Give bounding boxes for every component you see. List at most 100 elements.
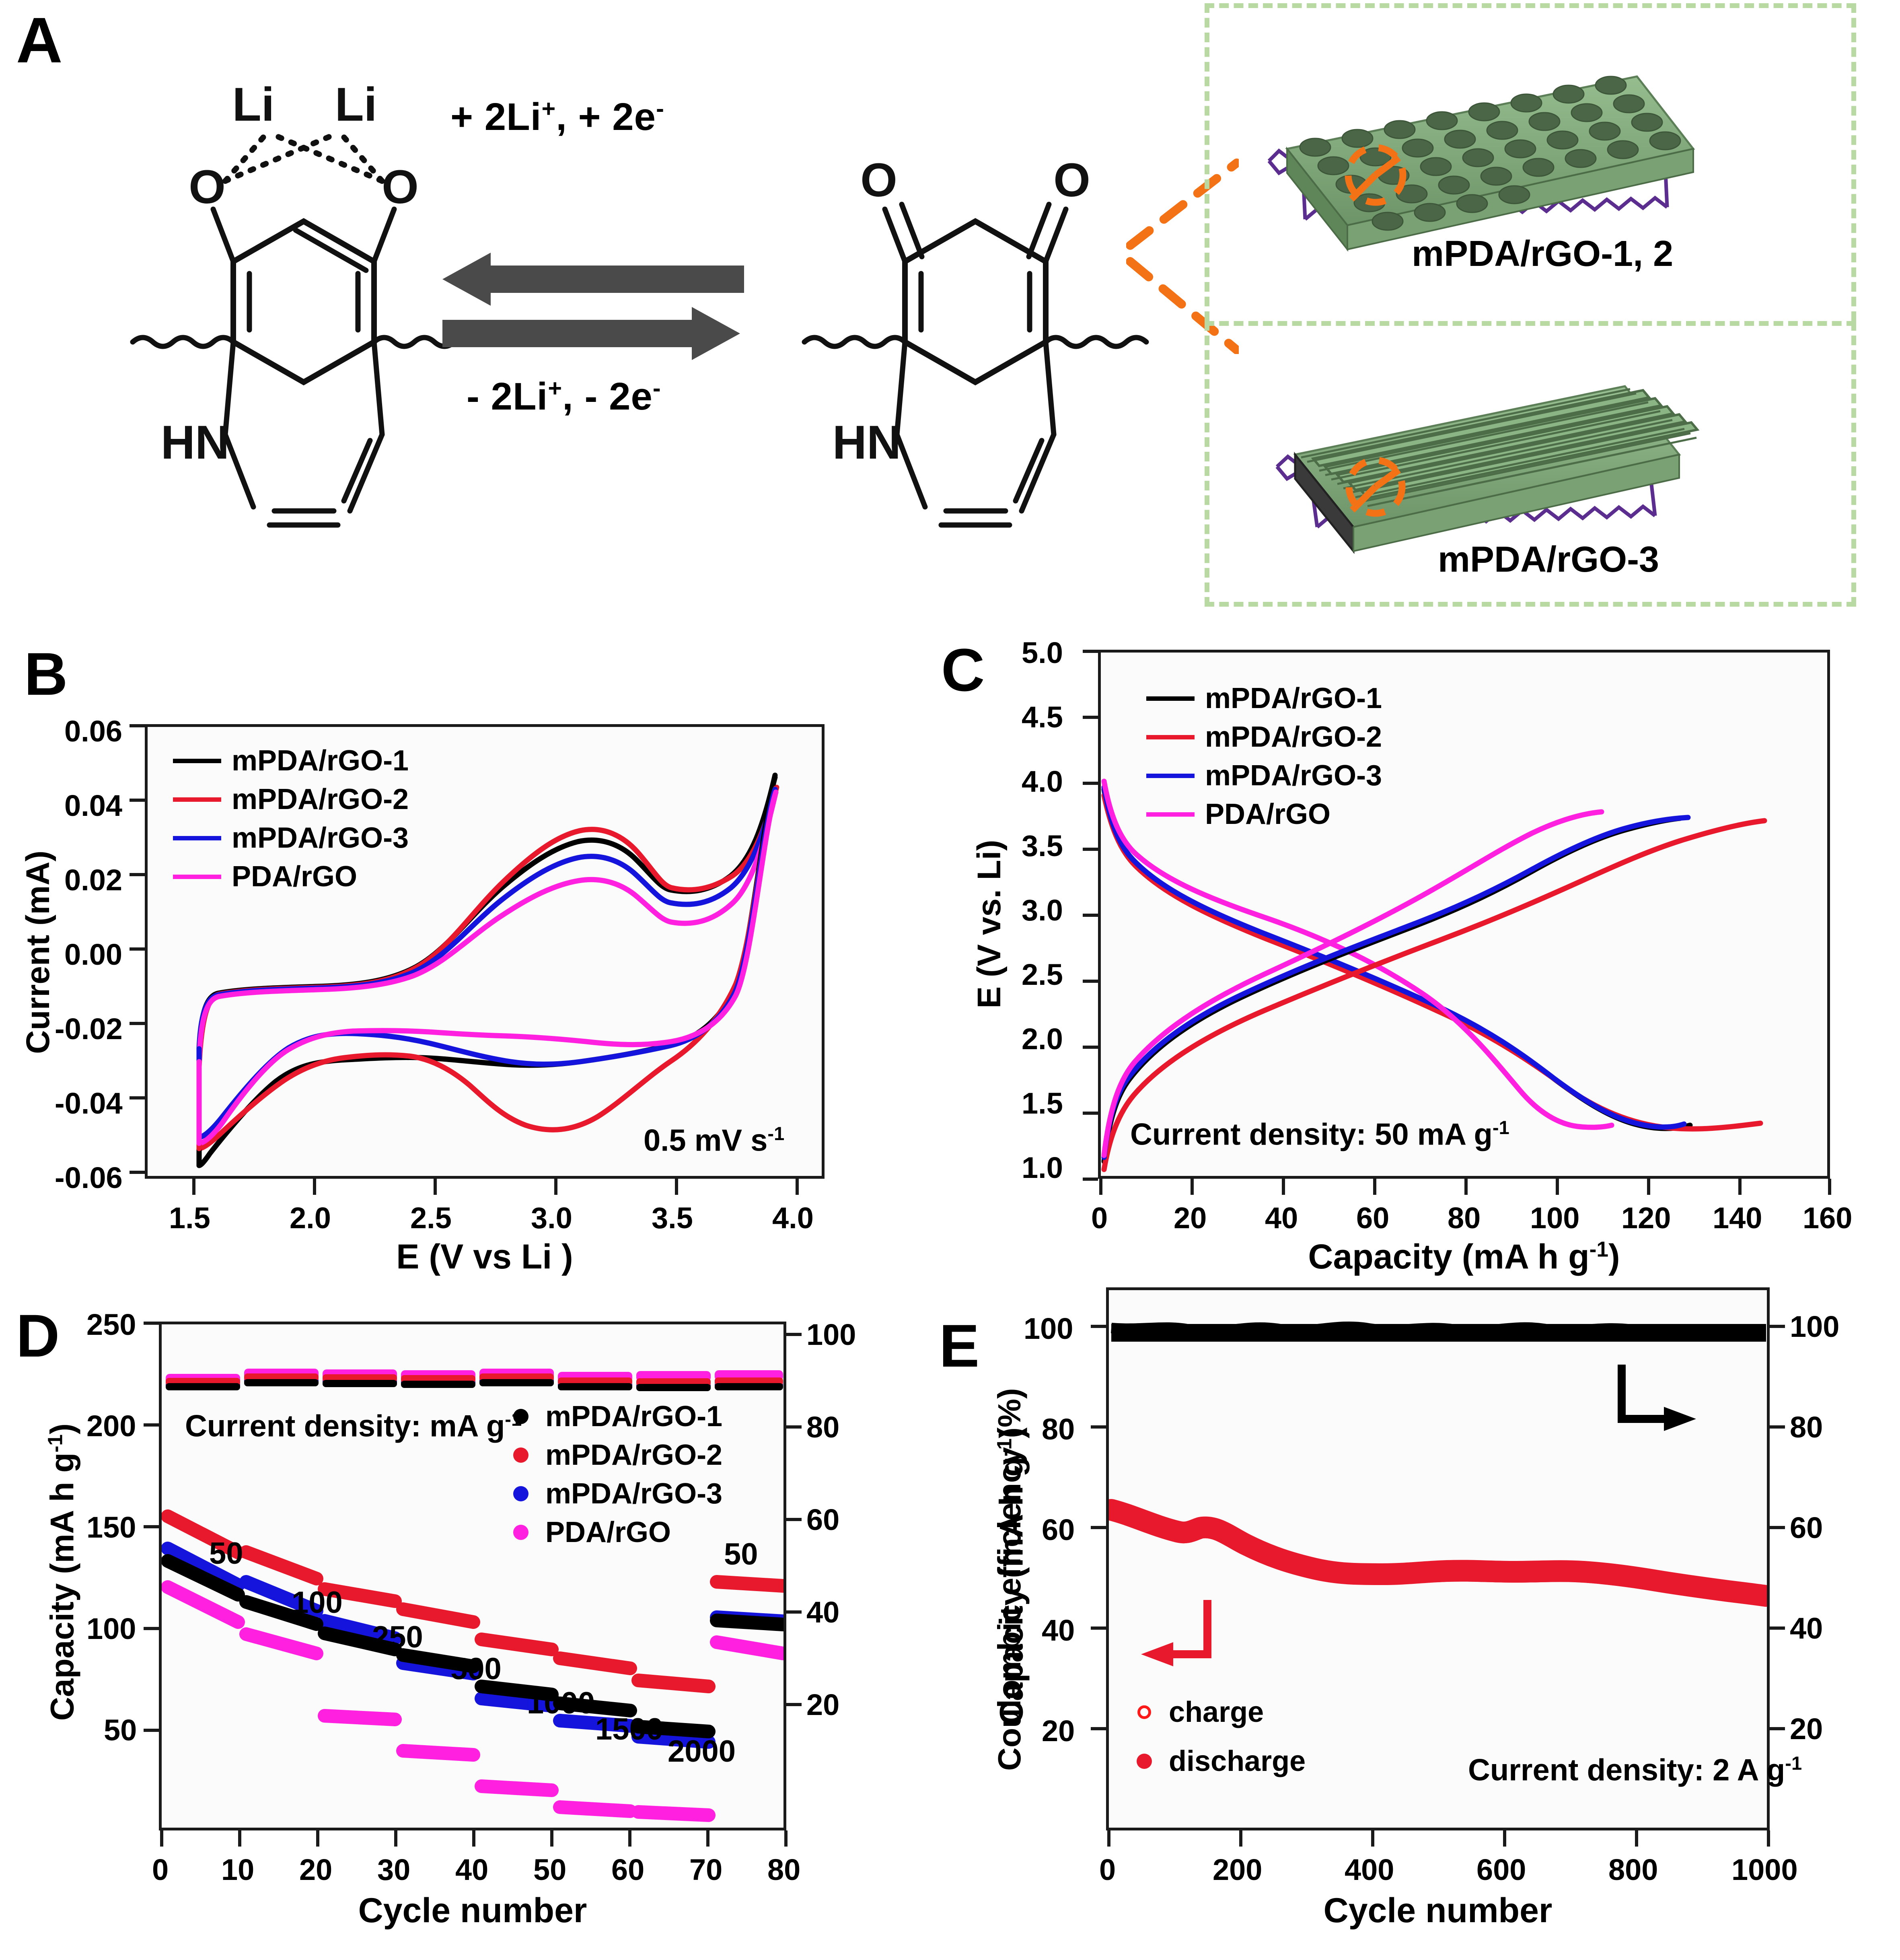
y2-tick-label: 80 [806,1410,840,1444]
legend-swatch [1146,735,1195,739]
x-tick [1099,1179,1102,1195]
legend-item: mPDA/rGO-3 [173,821,409,854]
x-tick [1371,1830,1374,1847]
y-tick-label: 0.02 [64,863,123,897]
x-tick-label: 30 [377,1853,411,1886]
x-tick [675,1179,678,1195]
legend-item: PDA/rGO [173,860,409,893]
legend-label: mPDA/rGO-2 [1205,721,1382,753]
y-tick [130,724,145,727]
legend-label: mPDA/rGO-2 [545,1439,723,1471]
y-tick [1083,914,1098,917]
y-tick [144,1525,159,1528]
rate-label: 50 [724,1537,758,1571]
legend-swatch [173,797,221,802]
x-tick [1239,1830,1242,1847]
y2-tick [786,1518,802,1521]
legend-marker [513,1486,528,1501]
panel-d-series [162,1369,783,1822]
y-tick [1091,1526,1106,1529]
rate-label: 50 [209,1536,243,1571]
x-tick [1647,1179,1650,1195]
legend-label: mPDA/rGO-3 [232,822,409,854]
panel-c-curves [1101,778,1767,1172]
atom-label-Li: Li [232,78,275,131]
x-tick-label: 0 [1099,1853,1116,1886]
legend-item: PDA/rGO [507,1516,722,1549]
x-tick-label: 10 [221,1853,255,1886]
legend-marker [513,1409,528,1424]
x-tick-label: 50 [533,1853,567,1886]
y-tick [1091,1425,1106,1429]
x-tick [1828,1179,1831,1195]
x-tick-label: 140 [1713,1201,1762,1235]
panel-d: D 250 200 150 100 50 Capacity (mA h g-1) [0,1279,1027,1960]
y-tick [130,1022,145,1025]
x-tick-label: 3.5 [652,1201,693,1235]
panel-e-x-axis-title: Cycle number [1323,1891,1552,1930]
x-tick-label: 100 [1530,1201,1580,1235]
y-tick-label: 4.0 [1022,765,1063,798]
y2-tick-label: 80 [1790,1410,1823,1444]
legend-swatch [173,758,221,763]
panel-b-curves [196,772,779,1168]
x-tick [1635,1830,1638,1847]
y-tick [130,873,145,876]
y-tick-label: 3.5 [1022,829,1063,863]
x-tick-label: 20 [299,1853,333,1886]
panel-d-letter: D [16,1302,60,1369]
y-tick-label: 3.0 [1022,894,1063,927]
panel-b-letter: B [24,640,68,708]
y2-tick [786,1610,802,1614]
y-tick [144,1423,159,1427]
y-tick [130,799,145,802]
x-tick [1767,1830,1770,1847]
legend-swatch [1146,696,1195,701]
rate-label: 500 [450,1652,502,1686]
y-tick [130,1096,145,1099]
y2-tick-label: 20 [1790,1712,1823,1746]
x-tick-label: 160 [1803,1201,1853,1235]
legend-item: mPDA/rGO-1 [173,744,409,777]
panel-a-letter: A [16,4,63,76]
atom-label-O: O [382,161,419,214]
legend-marker-discharge [1137,1754,1152,1769]
x-tick-label: 70 [689,1853,723,1886]
legend-label: mPDA/rGO-1 [545,1400,723,1433]
y-tick-label: 60 [1042,1513,1075,1546]
y-tick-label: 1.5 [1022,1087,1063,1120]
panel-c-legend: mPDA/rGO-1 mPDA/rGO-2 mPDA/rGO-3 PDA/rGO [1146,682,1382,836]
x-tick-label: 200 [1213,1853,1263,1886]
panel-b-x-axis-title: E (V vs Li ) [396,1237,573,1276]
x-tick [784,1830,788,1847]
legend-item: mPDA/rGO-1 [1146,682,1382,715]
panel-c-current-density-annotation: Current density: 50 mA g-1 [1130,1117,1509,1152]
atom-label-Li: Li [335,78,377,131]
y-tick [1091,1626,1106,1630]
y-tick [130,1171,145,1174]
legend-item: discharge [1130,1745,1306,1778]
x-tick [1503,1830,1506,1847]
x-tick [313,1179,316,1195]
y-tick-label: 80 [1042,1412,1075,1446]
rate-label: 1000 [527,1686,595,1720]
y-tick-label: 1.0 [1022,1151,1063,1184]
lithiated-molecule-structure: O O Li Li HN [130,78,477,528]
atom-label-O: O [189,161,226,214]
legend-label: mPDA/rGO-1 [232,745,409,777]
x-tick-label: 4.0 [772,1201,814,1235]
quinone-molecule-structure: O O HN [802,154,1149,528]
panel-d-current-density-annotation: Current density: mA g-1 [185,1408,522,1443]
y-tick [1091,1325,1106,1328]
y-tick-label: 100 [86,1612,136,1645]
y2-tick [1770,1526,1785,1529]
x-tick-label: 40 [455,1853,489,1886]
y-tick [1083,848,1098,851]
structure-label-channel: mPDA/rGO-3 [1438,539,1659,580]
panel-e-series [1109,1321,1767,1666]
y2-tick [1770,1325,1785,1328]
legend-label: PDA/rGO [232,861,358,893]
panel-e: E 100 80 60 40 20 Capacity (mA h g-1) [921,1279,1900,1960]
legend-item: mPDA/rGO-2 [173,783,409,816]
structure-label-mesoporous: mPDA/rGO-1, 2 [1412,234,1674,274]
